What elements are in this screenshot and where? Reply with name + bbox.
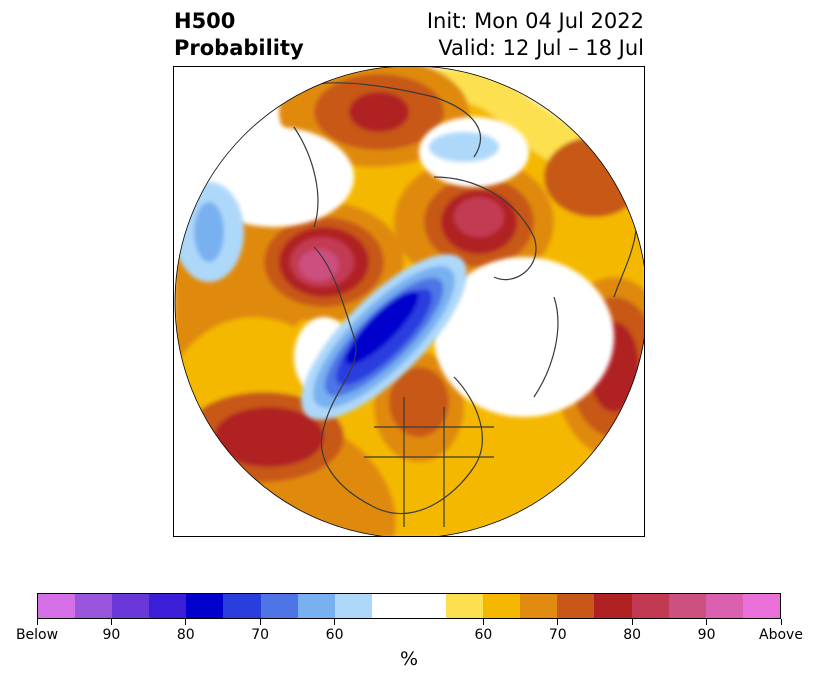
probability-map bbox=[174, 67, 644, 536]
init-date: Init: Mon 04 Jul 2022 bbox=[426, 9, 644, 33]
colorbar-swatch bbox=[334, 594, 372, 618]
colorbar-swatch bbox=[483, 594, 521, 618]
colorbar-tick-label: Below bbox=[15, 627, 59, 643]
colorbar-tick bbox=[334, 619, 336, 625]
valid-range: Valid: 12 Jul – 18 Jul bbox=[438, 36, 644, 60]
colorbar-swatch bbox=[371, 594, 409, 618]
colorbar-swatch bbox=[297, 594, 335, 618]
colorbar-swatch bbox=[260, 594, 298, 618]
colorbar-tick-label: 60 bbox=[325, 627, 344, 643]
colorbar-swatch bbox=[149, 594, 187, 618]
colorbar-tick bbox=[259, 619, 261, 625]
colorbar bbox=[37, 593, 781, 619]
colorbar-tick bbox=[185, 619, 187, 625]
colorbar-tick-label: 80 bbox=[623, 627, 642, 643]
colorbar-tick bbox=[557, 619, 559, 625]
colorbar-swatch bbox=[631, 594, 669, 618]
colorbar-tick bbox=[110, 619, 112, 625]
colorbar-swatch bbox=[446, 594, 484, 618]
colorbar-swatch bbox=[520, 594, 558, 618]
colorbar-tick-label: 80 bbox=[176, 627, 195, 643]
colorbar-swatch bbox=[38, 594, 76, 618]
colorbar-tick bbox=[482, 619, 484, 625]
colorbar-tick bbox=[36, 619, 38, 625]
colorbar-tick-label: 90 bbox=[697, 627, 716, 643]
title-variable: H500 bbox=[174, 9, 236, 33]
colorbar-tick bbox=[631, 619, 633, 625]
colorbar-tick bbox=[706, 619, 708, 625]
title-product: Probability bbox=[174, 36, 304, 60]
colorbar-swatch bbox=[705, 594, 743, 618]
colorbar-swatch bbox=[668, 594, 706, 618]
colorbar-tick bbox=[780, 619, 782, 625]
colorbar-swatch bbox=[408, 594, 447, 618]
colorbar-swatch bbox=[75, 594, 113, 618]
colorbar-tick-label: 70 bbox=[251, 627, 270, 643]
colorbar-swatch bbox=[594, 594, 632, 618]
colorbar-swatch bbox=[186, 594, 224, 618]
map-title: H500 Probability bbox=[174, 8, 304, 62]
forecast-disk bbox=[175, 67, 644, 536]
colorbar-tick-label: 90 bbox=[102, 627, 121, 643]
colorbar-tick-label: 60 bbox=[474, 627, 493, 643]
colorbar-swatch bbox=[223, 594, 261, 618]
colorbar-unit-label: % bbox=[399, 648, 419, 670]
map-subtitle: Init: Mon 04 Jul 2022 Valid: 12 Jul – 18… bbox=[427, 8, 644, 62]
map-panel bbox=[173, 66, 645, 537]
colorbar-swatch bbox=[742, 594, 780, 618]
colorbar-swatch bbox=[557, 594, 595, 618]
colorbar-tick-label: 70 bbox=[548, 627, 567, 643]
colorbar-tick-label: Above bbox=[759, 627, 803, 643]
colorbar-swatch bbox=[112, 594, 150, 618]
